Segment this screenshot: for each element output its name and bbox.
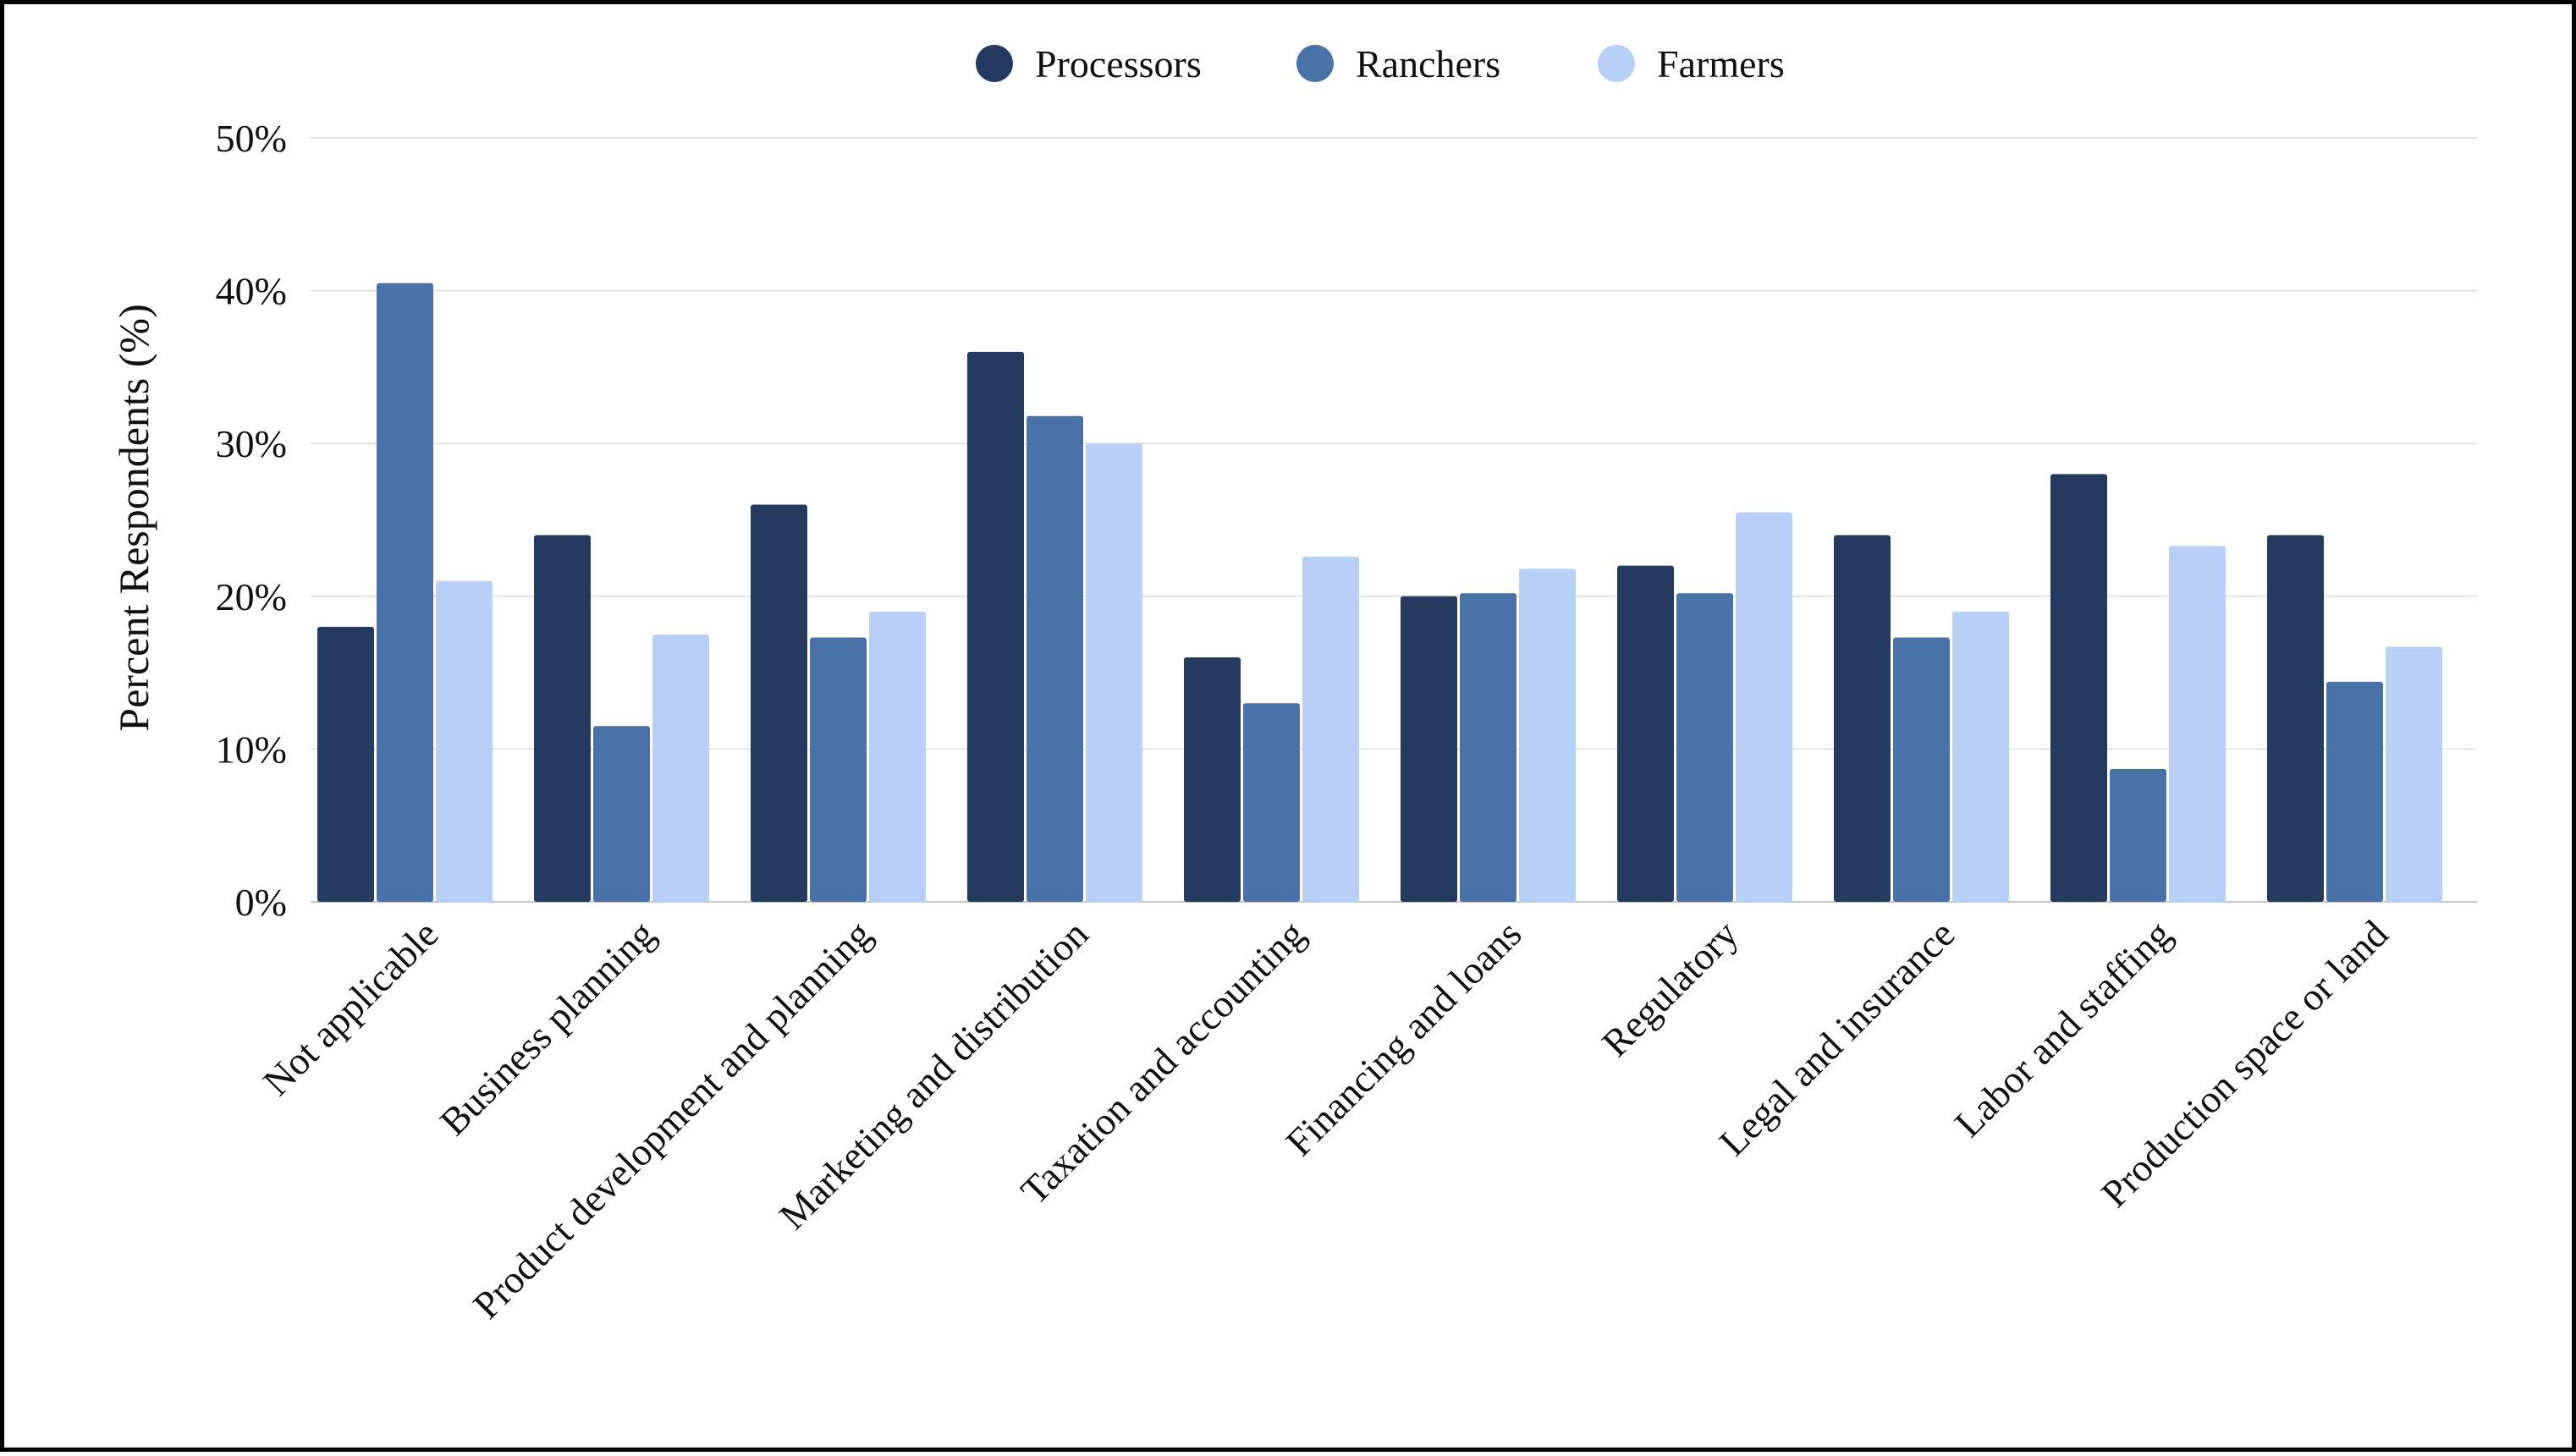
bar-farmers (1952, 611, 2009, 902)
bar-ranchers (2110, 768, 2166, 902)
bar-ranchers (1676, 593, 1733, 902)
bar-processors (2050, 474, 2107, 902)
bar-ranchers (1243, 703, 1300, 902)
bar-ranchers (1893, 637, 1950, 902)
y-tick-label: 20% (216, 575, 287, 618)
legend-swatch-ranchers (1296, 45, 1334, 82)
bar-farmers (436, 580, 493, 902)
legend-swatch-processors (976, 45, 1013, 82)
legend-swatch-farmers (1598, 45, 1635, 82)
bars (317, 283, 2442, 903)
bar-farmers (2169, 546, 2226, 902)
bar-farmers (869, 611, 926, 902)
bar-processors (1834, 535, 1891, 902)
y-tick-label: 10% (216, 728, 287, 771)
bar-farmers (2386, 646, 2442, 902)
x-category-label: Regulatory (1593, 912, 1747, 1065)
y-tick-label: 40% (216, 270, 287, 313)
bar-ranchers (2326, 681, 2383, 902)
bar-farmers (1302, 556, 1359, 902)
bar-ranchers (810, 637, 867, 902)
bar-farmers (652, 634, 709, 902)
bar-ranchers (1027, 415, 1083, 902)
y-axis-title: Percent Respondents (%) (110, 304, 157, 731)
x-category-label: Financing and loans (1278, 912, 1530, 1164)
bar-processors (1617, 565, 1674, 902)
y-axis-ticks: 0% 10% 20% 30% 40% 50% (216, 117, 287, 924)
y-tick-label: 50% (216, 117, 287, 160)
legend-label-ranchers: Ranchers (1356, 42, 1500, 85)
bar-ranchers (1460, 593, 1516, 902)
bar-farmers (1519, 569, 1576, 902)
legend-label-processors: Processors (1035, 42, 1202, 85)
y-tick-label: 30% (216, 422, 287, 465)
y-tick-label: 0% (235, 881, 287, 924)
x-category-label: Legal and insurance (1711, 912, 1963, 1164)
bar-ranchers (593, 726, 650, 902)
legend-label-farmers: Farmers (1657, 42, 1785, 85)
bar-ranchers (377, 283, 433, 902)
x-category-label: Business planning (432, 912, 663, 1144)
x-category-label: Labor and staffing (1946, 912, 2180, 1146)
legend: Processors Ranchers Farmers (976, 42, 1785, 85)
bar-processors (967, 351, 1024, 903)
x-category-label: Not applicable (255, 912, 447, 1104)
bar-processors (1401, 596, 1457, 902)
bar-processors (751, 504, 807, 902)
bar-chart: 0% 10% 20% 30% 40% 50% Not applicableBusiness… (110, 42, 2477, 1327)
bar-farmers (1086, 443, 1142, 902)
bar-farmers (1736, 512, 1792, 902)
x-category-label: Product development and planning (465, 912, 879, 1327)
bar-processors (534, 535, 591, 902)
bar-processors (317, 626, 374, 902)
bar-processors (1184, 657, 1241, 902)
bar-processors (2267, 535, 2324, 902)
